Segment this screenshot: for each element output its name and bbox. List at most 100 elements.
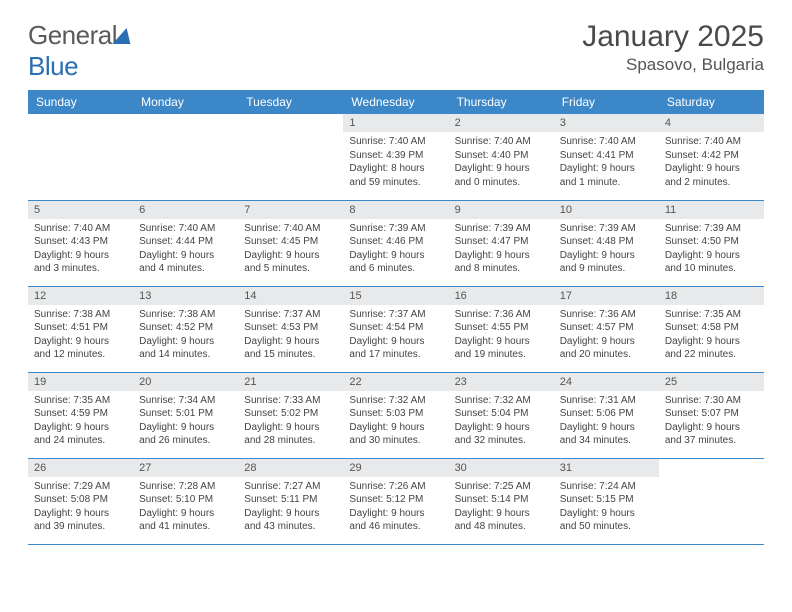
day-number: 27 — [133, 459, 238, 477]
day-content: Sunrise: 7:37 AMSunset: 4:53 PMDaylight:… — [238, 305, 343, 366]
calendar-day-cell: 29Sunrise: 7:26 AMSunset: 5:12 PMDayligh… — [343, 458, 448, 544]
day-number: 11 — [659, 201, 764, 219]
day-number: 1 — [343, 114, 448, 132]
day-number: 22 — [343, 373, 448, 391]
day-number: 5 — [28, 201, 133, 219]
day-content: Sunrise: 7:26 AMSunset: 5:12 PMDaylight:… — [343, 477, 448, 538]
calendar-day-cell: 25Sunrise: 7:30 AMSunset: 5:07 PMDayligh… — [659, 372, 764, 458]
calendar-day-cell — [659, 458, 764, 544]
day-content: Sunrise: 7:29 AMSunset: 5:08 PMDaylight:… — [28, 477, 133, 538]
calendar-day-cell: 16Sunrise: 7:36 AMSunset: 4:55 PMDayligh… — [449, 286, 554, 372]
day-content: Sunrise: 7:28 AMSunset: 5:10 PMDaylight:… — [133, 477, 238, 538]
calendar-day-cell: 17Sunrise: 7:36 AMSunset: 4:57 PMDayligh… — [554, 286, 659, 372]
day-number: 8 — [343, 201, 448, 219]
day-content: Sunrise: 7:40 AMSunset: 4:45 PMDaylight:… — [238, 219, 343, 280]
calendar-day-cell — [28, 114, 133, 200]
day-content: Sunrise: 7:32 AMSunset: 5:03 PMDaylight:… — [343, 391, 448, 452]
brand-part1: General — [28, 20, 117, 50]
title-block: January 2025 Spasovo, Bulgaria — [582, 20, 764, 75]
day-number: 31 — [554, 459, 659, 477]
day-number: 18 — [659, 287, 764, 305]
calendar-day-cell: 28Sunrise: 7:27 AMSunset: 5:11 PMDayligh… — [238, 458, 343, 544]
day-content: Sunrise: 7:39 AMSunset: 4:50 PMDaylight:… — [659, 219, 764, 280]
calendar-day-cell: 12Sunrise: 7:38 AMSunset: 4:51 PMDayligh… — [28, 286, 133, 372]
day-number: 13 — [133, 287, 238, 305]
day-number: 6 — [133, 201, 238, 219]
header: General Blue January 2025 Spasovo, Bulga… — [28, 20, 764, 82]
location-label: Spasovo, Bulgaria — [582, 55, 764, 75]
day-content: Sunrise: 7:40 AMSunset: 4:44 PMDaylight:… — [133, 219, 238, 280]
weekday-header: Saturday — [659, 90, 764, 114]
day-number: 28 — [238, 459, 343, 477]
day-content: Sunrise: 7:25 AMSunset: 5:14 PMDaylight:… — [449, 477, 554, 538]
month-title: January 2025 — [582, 20, 764, 53]
day-number: 7 — [238, 201, 343, 219]
calendar-day-cell: 2Sunrise: 7:40 AMSunset: 4:40 PMDaylight… — [449, 114, 554, 200]
calendar-day-cell: 27Sunrise: 7:28 AMSunset: 5:10 PMDayligh… — [133, 458, 238, 544]
day-number: 15 — [343, 287, 448, 305]
day-content: Sunrise: 7:24 AMSunset: 5:15 PMDaylight:… — [554, 477, 659, 538]
calendar-day-cell: 13Sunrise: 7:38 AMSunset: 4:52 PMDayligh… — [133, 286, 238, 372]
calendar-day-cell: 30Sunrise: 7:25 AMSunset: 5:14 PMDayligh… — [449, 458, 554, 544]
weekday-header: Tuesday — [238, 90, 343, 114]
calendar-day-cell — [133, 114, 238, 200]
day-content: Sunrise: 7:40 AMSunset: 4:40 PMDaylight:… — [449, 132, 554, 193]
calendar-day-cell: 23Sunrise: 7:32 AMSunset: 5:04 PMDayligh… — [449, 372, 554, 458]
day-content: Sunrise: 7:40 AMSunset: 4:43 PMDaylight:… — [28, 219, 133, 280]
day-number: 30 — [449, 459, 554, 477]
calendar-day-cell: 10Sunrise: 7:39 AMSunset: 4:48 PMDayligh… — [554, 200, 659, 286]
calendar-day-cell: 3Sunrise: 7:40 AMSunset: 4:41 PMDaylight… — [554, 114, 659, 200]
day-number: 10 — [554, 201, 659, 219]
day-number: 3 — [554, 114, 659, 132]
weekday-header: Friday — [554, 90, 659, 114]
brand-logo: General Blue — [28, 20, 133, 82]
day-content: Sunrise: 7:31 AMSunset: 5:06 PMDaylight:… — [554, 391, 659, 452]
day-number: 2 — [449, 114, 554, 132]
day-content: Sunrise: 7:38 AMSunset: 4:52 PMDaylight:… — [133, 305, 238, 366]
day-number: 14 — [238, 287, 343, 305]
calendar-week-row: 5Sunrise: 7:40 AMSunset: 4:43 PMDaylight… — [28, 200, 764, 286]
day-number: 17 — [554, 287, 659, 305]
day-content: Sunrise: 7:37 AMSunset: 4:54 PMDaylight:… — [343, 305, 448, 366]
weekday-header-row: SundayMondayTuesdayWednesdayThursdayFrid… — [28, 90, 764, 114]
weekday-header: Monday — [133, 90, 238, 114]
brand-part2: Blue — [28, 51, 78, 81]
calendar-day-cell: 22Sunrise: 7:32 AMSunset: 5:03 PMDayligh… — [343, 372, 448, 458]
day-content: Sunrise: 7:39 AMSunset: 4:47 PMDaylight:… — [449, 219, 554, 280]
calendar-table: SundayMondayTuesdayWednesdayThursdayFrid… — [28, 90, 764, 545]
day-content: Sunrise: 7:27 AMSunset: 5:11 PMDaylight:… — [238, 477, 343, 538]
calendar-week-row: 1Sunrise: 7:40 AMSunset: 4:39 PMDaylight… — [28, 114, 764, 200]
weekday-header: Sunday — [28, 90, 133, 114]
calendar-day-cell: 6Sunrise: 7:40 AMSunset: 4:44 PMDaylight… — [133, 200, 238, 286]
calendar-week-row: 19Sunrise: 7:35 AMSunset: 4:59 PMDayligh… — [28, 372, 764, 458]
calendar-week-row: 12Sunrise: 7:38 AMSunset: 4:51 PMDayligh… — [28, 286, 764, 372]
calendar-day-cell: 1Sunrise: 7:40 AMSunset: 4:39 PMDaylight… — [343, 114, 448, 200]
day-content: Sunrise: 7:39 AMSunset: 4:48 PMDaylight:… — [554, 219, 659, 280]
calendar-day-cell: 31Sunrise: 7:24 AMSunset: 5:15 PMDayligh… — [554, 458, 659, 544]
day-content: Sunrise: 7:38 AMSunset: 4:51 PMDaylight:… — [28, 305, 133, 366]
day-content: Sunrise: 7:36 AMSunset: 4:57 PMDaylight:… — [554, 305, 659, 366]
day-number: 12 — [28, 287, 133, 305]
day-content: Sunrise: 7:35 AMSunset: 4:58 PMDaylight:… — [659, 305, 764, 366]
calendar-day-cell: 14Sunrise: 7:37 AMSunset: 4:53 PMDayligh… — [238, 286, 343, 372]
day-number: 9 — [449, 201, 554, 219]
calendar-day-cell — [238, 114, 343, 200]
calendar-day-cell: 18Sunrise: 7:35 AMSunset: 4:58 PMDayligh… — [659, 286, 764, 372]
calendar-day-cell: 21Sunrise: 7:33 AMSunset: 5:02 PMDayligh… — [238, 372, 343, 458]
day-number: 21 — [238, 373, 343, 391]
day-content: Sunrise: 7:32 AMSunset: 5:04 PMDaylight:… — [449, 391, 554, 452]
calendar-day-cell: 24Sunrise: 7:31 AMSunset: 5:06 PMDayligh… — [554, 372, 659, 458]
calendar-day-cell: 26Sunrise: 7:29 AMSunset: 5:08 PMDayligh… — [28, 458, 133, 544]
day-number: 4 — [659, 114, 764, 132]
day-number: 29 — [343, 459, 448, 477]
day-content: Sunrise: 7:33 AMSunset: 5:02 PMDaylight:… — [238, 391, 343, 452]
day-content: Sunrise: 7:39 AMSunset: 4:46 PMDaylight:… — [343, 219, 448, 280]
calendar-body: 1Sunrise: 7:40 AMSunset: 4:39 PMDaylight… — [28, 114, 764, 544]
calendar-day-cell: 7Sunrise: 7:40 AMSunset: 4:45 PMDaylight… — [238, 200, 343, 286]
day-content: Sunrise: 7:40 AMSunset: 4:42 PMDaylight:… — [659, 132, 764, 193]
day-content: Sunrise: 7:36 AMSunset: 4:55 PMDaylight:… — [449, 305, 554, 366]
day-number: 16 — [449, 287, 554, 305]
day-content: Sunrise: 7:34 AMSunset: 5:01 PMDaylight:… — [133, 391, 238, 452]
day-number: 20 — [133, 373, 238, 391]
day-number: 19 — [28, 373, 133, 391]
